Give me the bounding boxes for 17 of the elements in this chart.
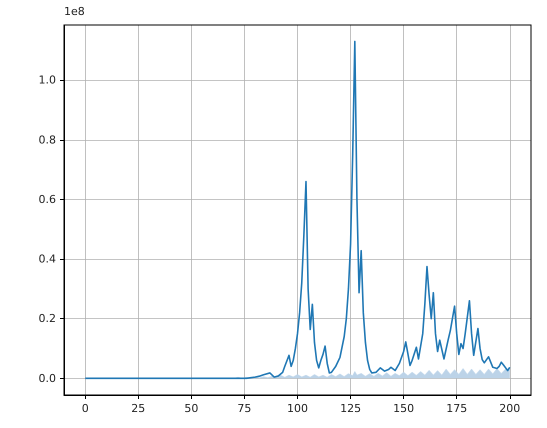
line-series: [84, 40, 511, 380]
y-tick-label: 0.2: [38, 312, 56, 326]
x-tick-label: 100: [287, 402, 308, 415]
y-tick-label: 0.8: [38, 133, 56, 146]
y-tick-label: 1.0: [38, 74, 56, 87]
x-tick-label: 200: [499, 402, 520, 415]
x-tick-label: 175: [446, 402, 468, 415]
x-tick-label: 50: [184, 402, 198, 415]
y-tick-label: 0.4: [38, 252, 56, 266]
x-tick-label: 125: [340, 402, 362, 415]
text: 1e8: [64, 5, 85, 18]
x-tick-label: 25: [131, 402, 146, 415]
x-tick-label: 150: [393, 402, 414, 415]
y-tick-label: 0.6: [38, 192, 56, 206]
x-tick-label: 75: [237, 402, 252, 415]
y-tick-label: 0.0: [38, 372, 56, 385]
x-tick-label: 0: [82, 402, 89, 415]
